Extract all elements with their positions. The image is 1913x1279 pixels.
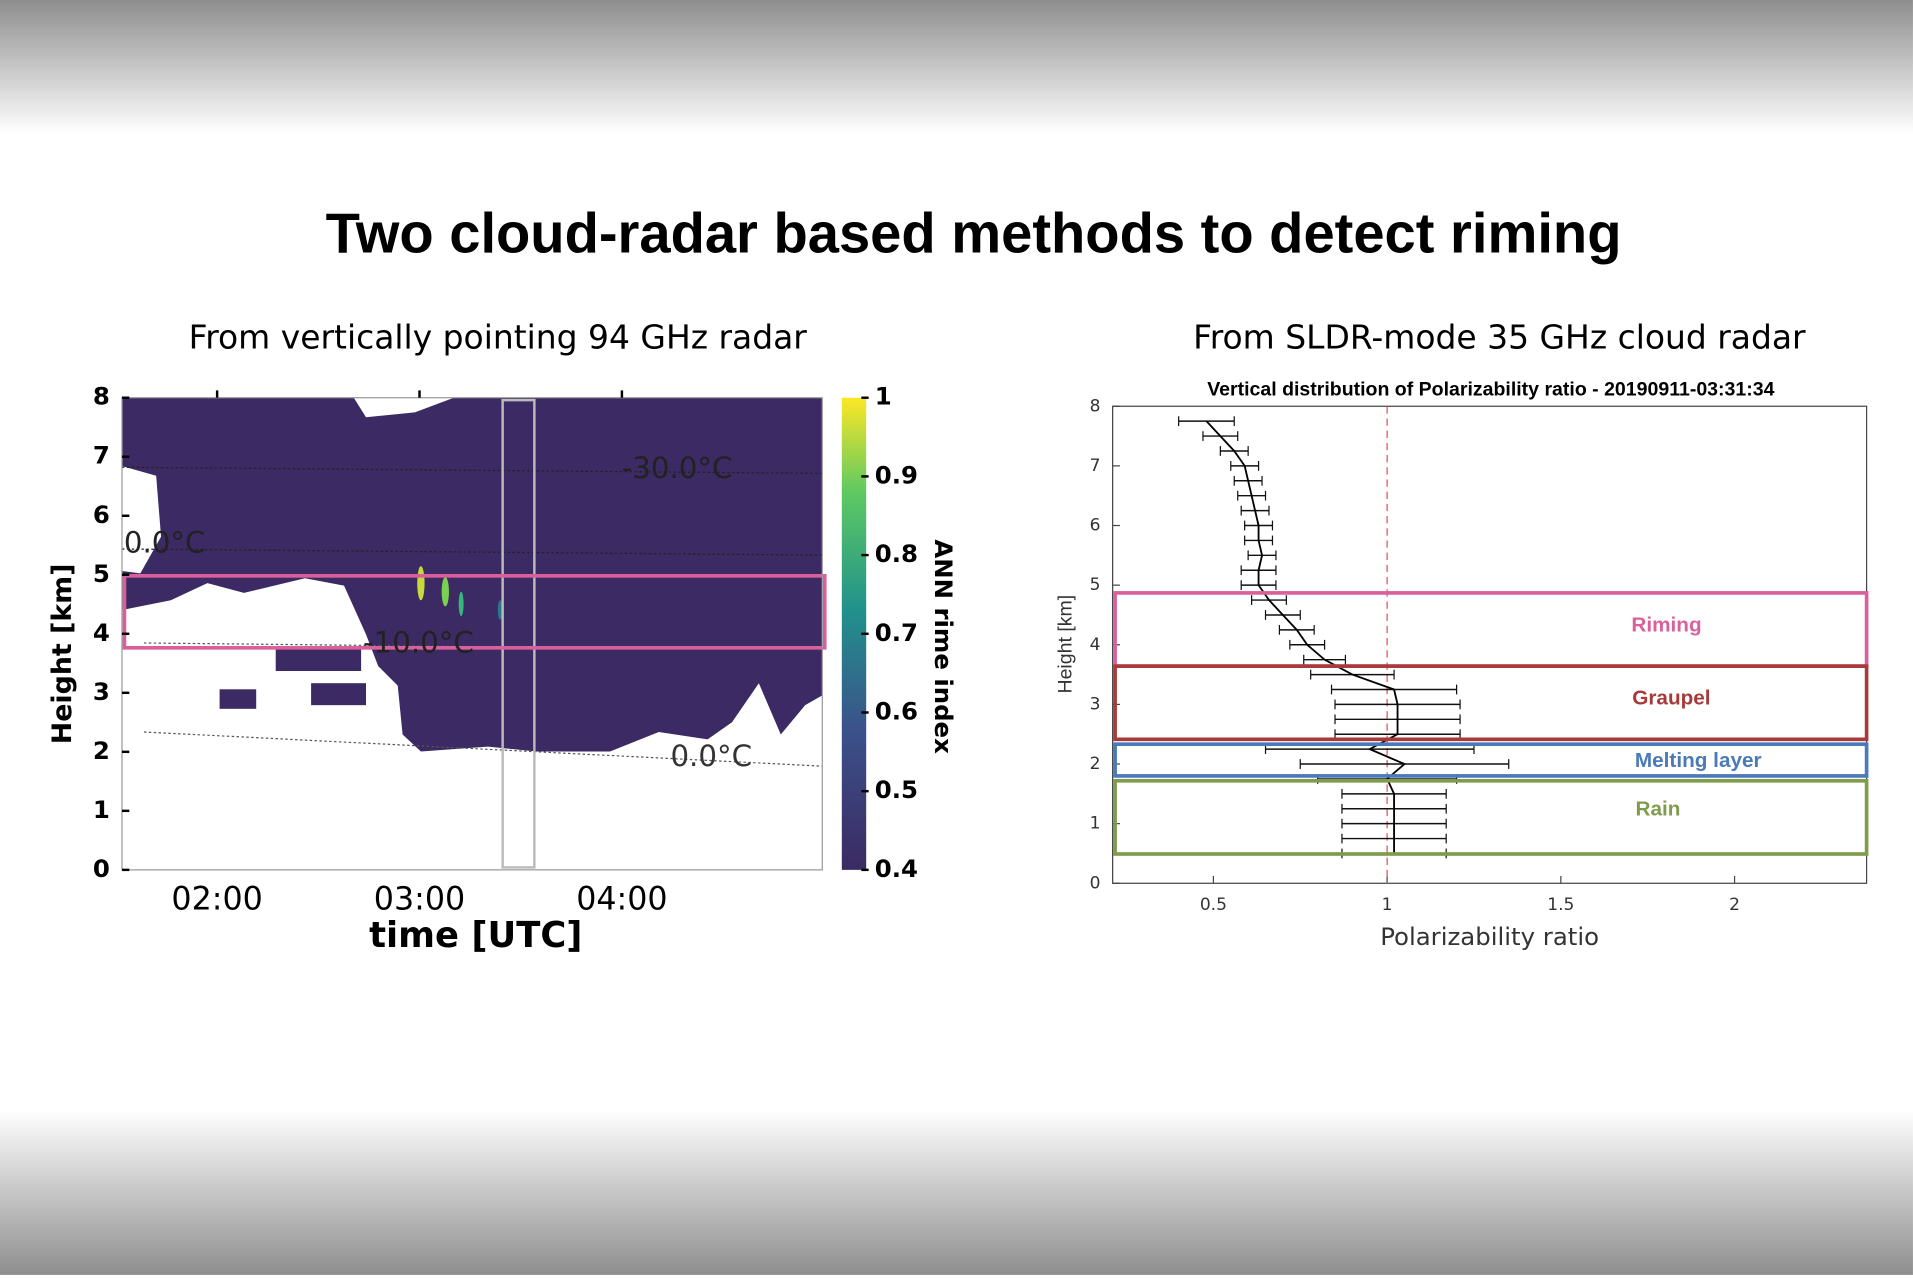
echo-patch [275, 646, 362, 671]
rime-speckle [417, 566, 425, 601]
x-tick-label: 02:00 [171, 881, 262, 917]
selected-time-column [501, 398, 536, 869]
bottom-band [0, 1110, 1913, 1275]
y-tick-label: 7 [1090, 456, 1101, 476]
radar-image [121, 397, 827, 869]
isotherm [143, 731, 823, 767]
colorbar-tick-label: 0.8 [875, 539, 918, 568]
top-band [0, 0, 1913, 135]
chart-title: Vertical distribution of Polarizability … [1207, 379, 1774, 401]
x-tick-label: 2 [1729, 895, 1740, 915]
y-tick-label: 7 [93, 441, 110, 470]
y-tick-label: 6 [93, 500, 110, 529]
y-tick-label: 5 [1090, 575, 1101, 595]
slide-title: Two cloud-radar based methods to detect … [326, 202, 1622, 265]
layer-box [1113, 664, 1869, 742]
y-tick-label: 4 [93, 618, 110, 647]
x-tick-label: 0.5 [1200, 895, 1227, 915]
y-tick-label: 3 [93, 677, 110, 706]
layer-box [1113, 742, 1869, 778]
y-tick-label: 5 [93, 559, 110, 588]
y-tick-label: 3 [1090, 694, 1101, 714]
y-tick-label: 0 [1090, 873, 1101, 893]
colorbar-tick-label: 0.5 [875, 775, 918, 804]
colorbar-tick-label: 0.9 [875, 460, 918, 489]
layer-label: Rain [1636, 798, 1681, 821]
colorbar-tick-label: 0.7 [875, 618, 918, 647]
y-tick-label: 8 [93, 382, 110, 411]
colorbar-tick-label: 0.4 [875, 854, 918, 883]
y-tick-label: 6 [1090, 516, 1101, 536]
x-axis-label: Polarizability ratio [1380, 922, 1599, 951]
rime-speckle [441, 577, 449, 607]
y-tick-label: 1 [1090, 814, 1101, 834]
colorbar-tick-label: 1 [875, 382, 892, 411]
layer-label: Melting layer [1635, 749, 1762, 772]
plot-frame [1112, 405, 1868, 884]
riming-box [122, 574, 827, 650]
echo-patch [311, 683, 366, 706]
isotherm-label: 0.0°C [670, 739, 752, 773]
x-tick-label: 04:00 [576, 881, 667, 917]
colorbar-tick-label: 0.6 [875, 696, 918, 725]
x-tick-label: 1 [1382, 895, 1393, 915]
isotherm-label: 0.0°C [124, 526, 206, 560]
isotherm [143, 642, 476, 648]
rime-speckle [458, 591, 464, 617]
isotherm-label: -30.0°C [622, 451, 733, 485]
layer-box [1113, 778, 1869, 856]
colorbar-label: ANN rime index [929, 539, 958, 754]
y-tick-label: 2 [93, 736, 110, 765]
right-subtitle: From SLDR-mode 35 GHz cloud radar [1193, 318, 1806, 357]
x-tick-label: 1.5 [1547, 895, 1574, 915]
echo-patch [219, 689, 257, 709]
y-axis-label: Height [km] [1054, 595, 1076, 694]
x-tick-label: 03:00 [374, 881, 465, 917]
layer-label: Riming [1631, 613, 1701, 636]
layer-label: Graupel [1632, 687, 1710, 710]
y-tick-label: 1 [93, 795, 110, 824]
y-tick-label: 2 [1090, 754, 1101, 774]
y-tick-label: 8 [1090, 396, 1101, 416]
y-tick-label: 4 [1090, 635, 1101, 655]
x-axis-label: time [UTC] [369, 915, 582, 956]
y-tick-label: 0 [93, 854, 110, 883]
y-axis-label: Height [km] [47, 564, 78, 745]
echo-gap [122, 466, 162, 574]
left-subtitle: From vertically pointing 94 GHz radar [189, 318, 808, 357]
isotherm-label: -10.0°C [363, 626, 474, 660]
